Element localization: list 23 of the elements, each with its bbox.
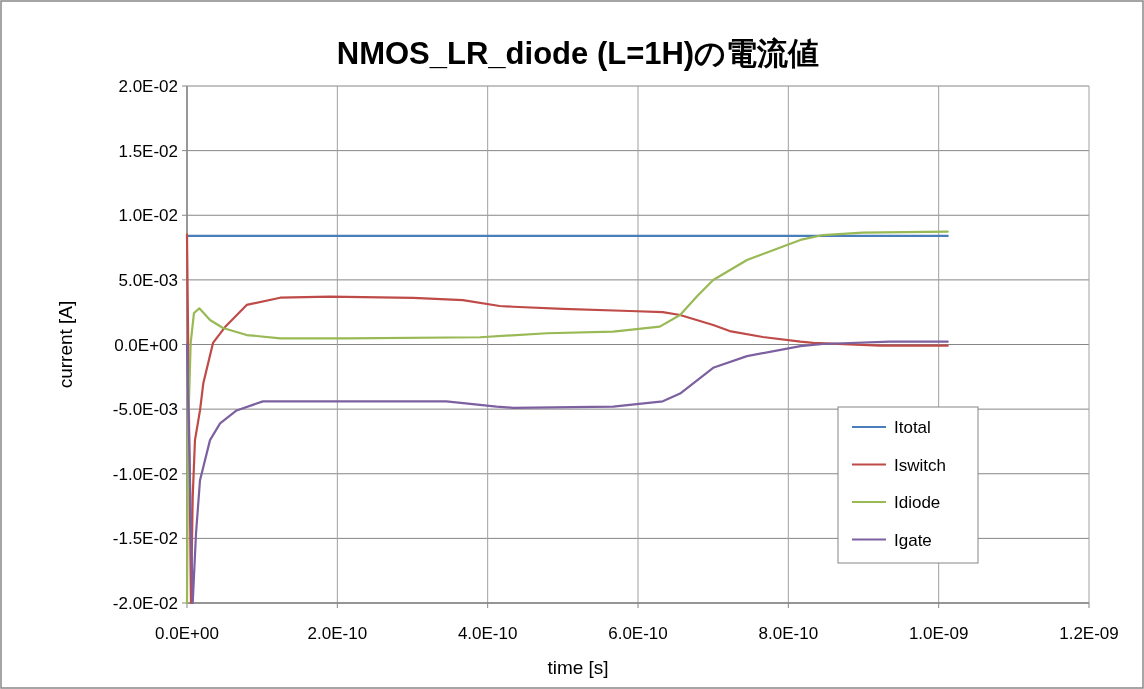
x-tick-label: 1.0E-09	[908, 624, 969, 643]
y-tick-label: -2.0E-02	[112, 594, 178, 613]
x-tick-label: 6.0E-10	[608, 624, 668, 643]
y-tick-label: -1.5E-02	[112, 529, 178, 549]
y-tick-label: 2.0E-02	[118, 77, 178, 96]
x-tick-label: 2.0E-10	[307, 624, 368, 643]
x-tick-label: 0.0E+00	[155, 624, 219, 643]
y-tick-label: -5.0E-03	[112, 400, 178, 420]
x-tick-label: 1.2E-09	[1059, 624, 1119, 643]
y-tick-label: 1.0E-02	[118, 206, 178, 226]
y-tick-label: -1.0E-02	[112, 464, 178, 484]
chart-title: NMOS_LR_diode (L=1H)の電流値	[336, 36, 820, 71]
legend-label: Itotal	[894, 418, 931, 437]
x-axis-title: time [s]	[547, 657, 609, 678]
x-tick-label: 8.0E-10	[758, 624, 819, 643]
x-tick-label: 4.0E-10	[457, 624, 518, 643]
y-tick-label: 1.5E-02	[118, 141, 178, 161]
y-axis-title: current [A]	[55, 300, 76, 389]
y-tick-label: 0.0E+00	[114, 335, 178, 355]
legend-label: Igate	[894, 530, 932, 550]
legend-label: Iswitch	[894, 455, 946, 475]
legend-label: Idiode	[894, 493, 941, 512]
y-tick-label: 5.0E-03	[118, 270, 178, 290]
